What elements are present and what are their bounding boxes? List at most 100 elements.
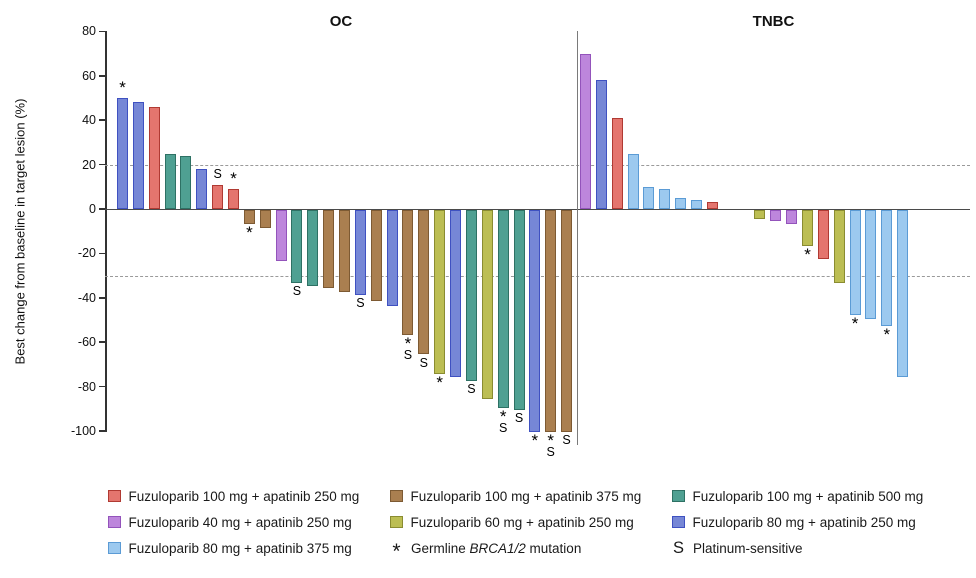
platinum-sensitive-marker: S bbox=[419, 355, 428, 370]
platinum-sensitive-marker: S bbox=[356, 295, 365, 310]
legend-swatch-purple bbox=[108, 515, 121, 529]
bar-oc-16 bbox=[354, 210, 366, 295]
bar-oc-13 bbox=[307, 210, 319, 286]
bar-tnbc-3 bbox=[611, 117, 623, 209]
bar-markers: * bbox=[878, 324, 896, 344]
bar-oc-11 bbox=[275, 210, 287, 262]
brca-mutation-marker: * bbox=[119, 78, 126, 97]
bar-oc-7 bbox=[212, 184, 224, 209]
bar-tnbc-4 bbox=[627, 153, 639, 209]
bar-tnbc-14 bbox=[786, 210, 798, 224]
bar-oc-22 bbox=[450, 210, 462, 377]
bar-markers: * bbox=[225, 169, 243, 189]
legend-label: Fuzuloparib 60 mg + apatinib 250 mg bbox=[410, 514, 634, 530]
legend-swatch-lightblue bbox=[108, 541, 121, 555]
platinum-sensitive-marker: S bbox=[498, 420, 508, 435]
bar-oc-28 bbox=[545, 210, 557, 433]
y-tick-label: -40 bbox=[77, 290, 96, 305]
bar-oc-29 bbox=[561, 210, 573, 433]
bar-markers: S bbox=[462, 383, 480, 396]
reference-line-20 bbox=[105, 164, 970, 166]
brca-mutation-marker: * bbox=[547, 431, 555, 451]
y-axis-title: Best change from baseline in target lesi… bbox=[12, 98, 28, 365]
bar-oc-3 bbox=[148, 106, 160, 209]
y-tick-label: -20 bbox=[77, 246, 96, 261]
bar-markers: S bbox=[558, 433, 576, 448]
y-tick bbox=[99, 430, 105, 432]
bar-tnbc-6 bbox=[659, 189, 671, 209]
platinum-sensitive-marker: S bbox=[546, 445, 555, 460]
group-title-oc: OC bbox=[329, 13, 353, 30]
brca-mutation-marker: * bbox=[230, 169, 237, 189]
bar-markers: S bbox=[510, 411, 528, 425]
bar-oc-1 bbox=[117, 98, 128, 209]
bar-oc-18 bbox=[386, 210, 398, 306]
bar-oc-25 bbox=[497, 210, 509, 408]
group-title-tnbc: TNBC bbox=[752, 13, 795, 30]
bar-markers: * bbox=[240, 222, 258, 242]
legend-label: Fuzuloparib 80 mg + apatinib 375 mg bbox=[128, 540, 352, 556]
y-tick-label: -80 bbox=[77, 379, 96, 394]
brca-mutation-marker: * bbox=[804, 244, 811, 264]
bar-tnbc-2 bbox=[595, 80, 607, 209]
platinum-sensitive-marker: S bbox=[213, 166, 222, 181]
bar-tnbc-12 bbox=[754, 210, 766, 220]
bar-markers: * bbox=[846, 315, 864, 332]
bar-markers: * S bbox=[494, 406, 512, 435]
platinum-sensitive-marker: S bbox=[514, 411, 524, 425]
legend-item: Fuzuloparib 100 mg + apatinib 375 mg bbox=[390, 487, 672, 505]
platinum-sensitive-marker: S bbox=[403, 347, 413, 362]
bar-tnbc-13 bbox=[770, 210, 782, 222]
bar-tnbc-15 bbox=[802, 210, 814, 246]
y-tick bbox=[99, 385, 105, 388]
bar-markers: S bbox=[351, 295, 369, 310]
bar-oc-15 bbox=[339, 210, 351, 293]
y-tick-label: 60 bbox=[82, 68, 96, 83]
y-tick-label: 20 bbox=[82, 157, 96, 172]
y-tick-label: -100 bbox=[70, 424, 96, 438]
bar-tnbc-17 bbox=[833, 210, 845, 284]
y-tick bbox=[99, 75, 105, 77]
bar-tnbc-9 bbox=[706, 202, 718, 209]
brca-mutation-marker: * bbox=[883, 324, 891, 344]
brca-mutation-marker: * bbox=[246, 222, 253, 242]
bar-tnbc-1 bbox=[580, 53, 591, 209]
bar-tnbc-19 bbox=[865, 210, 877, 319]
platinum-sensitive-marker: S bbox=[292, 284, 302, 299]
bar-oc-23 bbox=[465, 210, 477, 382]
y-tick bbox=[99, 30, 105, 33]
legend-swatch-olive bbox=[390, 515, 403, 529]
bar-oc-27 bbox=[529, 210, 541, 433]
bar-tnbc-18 bbox=[849, 210, 861, 315]
y-tick bbox=[99, 297, 105, 299]
legend-item: Fuzuloparib 100 mg + apatinib 500 mg bbox=[672, 487, 962, 505]
legend-swatch-brown bbox=[390, 489, 403, 503]
bar-markers: * bbox=[114, 78, 132, 97]
brca-mutation-marker: * bbox=[436, 373, 443, 393]
legend-item: Fuzuloparib 80 mg + apatinib 375 mg bbox=[108, 539, 390, 557]
bar-oc-4 bbox=[164, 153, 176, 209]
bar-oc-17 bbox=[370, 210, 382, 302]
bar-oc-10 bbox=[259, 210, 271, 228]
bar-oc-9 bbox=[243, 210, 255, 224]
legend-item: * Germline BRCA1/2 mutation bbox=[390, 539, 672, 563]
bar-tnbc-7 bbox=[675, 197, 687, 209]
bar-markers: S bbox=[209, 166, 227, 181]
bar-oc-12 bbox=[291, 210, 303, 284]
bar-oc-19 bbox=[402, 210, 414, 335]
waterfall-chart: Best change from baseline in target lesi… bbox=[12, 13, 970, 460]
brca-mutation-marker: * bbox=[499, 406, 507, 426]
y-tick-label: -60 bbox=[77, 335, 96, 350]
legend-label: Fuzuloparib 80 mg + apatinib 250 mg bbox=[692, 514, 916, 530]
y-tick-label: 80 bbox=[82, 24, 96, 39]
platinum-sensitive-marker: S bbox=[562, 433, 571, 448]
bar-tnbc-21 bbox=[897, 210, 909, 377]
bar-oc-20 bbox=[418, 210, 430, 355]
bar-oc-14 bbox=[323, 210, 335, 288]
platinum-marker-symbol: S bbox=[672, 539, 684, 557]
baseline-zero-line bbox=[105, 208, 970, 210]
legend-item: Fuzuloparib 100 mg + apatinib 250 mg bbox=[108, 487, 390, 505]
legend-label: Fuzuloparib 100 mg + apatinib 500 mg bbox=[692, 488, 924, 504]
bar-tnbc-16 bbox=[817, 210, 829, 260]
bar-oc-8 bbox=[228, 189, 240, 209]
